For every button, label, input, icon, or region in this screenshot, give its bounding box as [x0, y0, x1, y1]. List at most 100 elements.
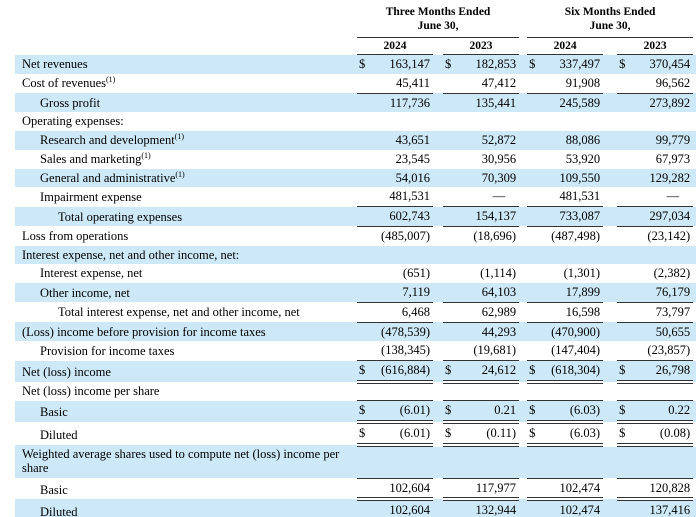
row-label-cell: Weighted average shares used to compute … — [15, 445, 357, 479]
footnote-marker: (1) — [175, 169, 185, 179]
currency-cell — [617, 477, 634, 502]
column-gap — [433, 37, 443, 55]
column-gap — [693, 131, 696, 150]
table-row: Loss from operations (485,007) (18,696) (48… — [15, 226, 696, 245]
value-cell: 137,416 — [633, 499, 694, 517]
column-gap — [433, 302, 443, 322]
empty-values-cell — [357, 246, 696, 265]
year-header-3m-2024: 2024 — [357, 37, 433, 56]
column-gap — [519, 322, 527, 341]
income-statement-table: Three Months Ended June 30, Six Months E… — [15, 4, 697, 517]
row-label-cell: Loss from operations — [15, 226, 357, 245]
value-cell: 76,179 — [633, 283, 694, 303]
currency-cell — [357, 264, 373, 283]
column-gap — [603, 55, 617, 74]
column-gap — [433, 93, 443, 112]
table-row: Diluted 102,604 132,944 102,474 137,416 — [15, 499, 697, 517]
column-gap — [519, 226, 527, 245]
value-cell: (23,142) — [647, 228, 691, 243]
value-cell: 6,468 — [373, 302, 433, 323]
value-cell: 129,282 — [649, 170, 691, 185]
row-label: Research and development — [40, 133, 175, 148]
currency-cell — [527, 283, 544, 303]
row-label: Provision for income taxes — [40, 343, 175, 358]
period-title-line1: Six Months Ended — [564, 6, 656, 18]
currency-cell — [527, 302, 544, 323]
table-row: Net (loss) income per share — [15, 382, 696, 401]
currency-cell — [527, 169, 543, 188]
value-cell: 0.22 — [633, 400, 694, 424]
column-gap — [433, 341, 443, 360]
row-label-cell: Sales and marketing(1) — [15, 150, 357, 169]
row-label-cell: Other income, net — [15, 283, 357, 302]
table-row: Cost of revenues(1) 45,411 47,412 91,908 96,… — [15, 73, 696, 94]
row-label-cell: General and administrative(1) — [15, 169, 357, 188]
column-gap — [693, 55, 696, 74]
column-gap — [433, 131, 443, 150]
column-gap — [519, 131, 527, 150]
column-gap — [693, 361, 696, 382]
year-header-3m-2023: 2023 — [443, 37, 520, 56]
currency-cell: $ — [617, 360, 634, 384]
column-gap — [603, 207, 617, 227]
currency-cell — [527, 341, 544, 362]
value-cell: 245,589 — [559, 95, 601, 110]
value-cell: (487,498) — [551, 228, 601, 243]
footnote-marker: (1) — [141, 150, 151, 160]
currency-cell: $ — [527, 400, 544, 424]
value-cell: 132,944 — [459, 499, 520, 517]
value-cell: 273,892 — [649, 95, 691, 110]
row-label-cell: Research and development(1) — [15, 131, 357, 150]
value-cell: (618,304) — [543, 360, 604, 384]
row-label-cell: Total interest expense, net and other in… — [15, 302, 357, 322]
value-cell: 52,872 — [481, 133, 517, 148]
table-row: Provision for income taxes (138,345) (19,6… — [15, 341, 696, 362]
year-header-row: 2024 2023 2024 2023 — [15, 37, 696, 56]
value-cell: 17,899 — [543, 283, 604, 303]
value-cell: (470,900) — [551, 324, 601, 339]
value-cell: 117,736 — [389, 95, 430, 110]
column-gap — [519, 341, 527, 360]
year-header-6m-2024: 2024 — [527, 37, 604, 56]
column-gap — [603, 226, 617, 245]
column-gap — [603, 478, 617, 499]
currency-cell — [443, 322, 459, 341]
table-row: Other income, net 7,119 64,103 17,899 76,179 — [15, 283, 697, 303]
value-cell: (6.03) — [543, 400, 604, 424]
value-cell: 102,604 — [373, 477, 433, 502]
currency-cell — [527, 477, 544, 502]
column-gap — [693, 499, 696, 517]
row-label: (Loss) income before provision for incom… — [22, 324, 266, 339]
row-label-cell: Operating expenses: — [15, 112, 357, 131]
row-label: Net (loss) income — [22, 365, 111, 380]
value-cell: (6.03) — [543, 421, 604, 447]
row-label-cell: Diluted — [15, 422, 357, 445]
column-gap — [603, 422, 617, 445]
currency-cell — [443, 477, 459, 502]
currency-cell: $ — [357, 360, 373, 384]
value-cell: 0.21 — [459, 400, 520, 424]
currency-cell — [527, 93, 543, 112]
value-cell: (19,681) — [459, 341, 520, 362]
period-header-row: Three Months Ended June 30, Six Months E… — [15, 4, 696, 38]
row-label-cell: Basic — [15, 401, 357, 422]
table-row: Operating expenses: — [15, 112, 696, 131]
column-gap — [519, 264, 527, 283]
row-label: Total interest expense, net and other in… — [58, 305, 300, 320]
column-gap — [433, 187, 443, 206]
currency-cell — [617, 302, 634, 323]
value-cell: 297,034 — [633, 206, 694, 227]
row-label-cell: Impairment expense — [15, 187, 357, 206]
value-cell: (138,345) — [373, 341, 433, 362]
header-label-spacer — [15, 37, 357, 55]
column-gap — [693, 341, 696, 360]
column-gap — [603, 283, 617, 302]
table-row: Interest expense, net (651) (1,114) (1,301)… — [15, 264, 696, 283]
row-label-cell: Net revenues — [15, 55, 357, 74]
column-gap — [693, 226, 696, 245]
value-cell: (478,539) — [381, 324, 430, 339]
column-gap — [693, 264, 696, 283]
value-cell: 53,920 — [565, 151, 601, 166]
currency-cell — [357, 283, 373, 303]
